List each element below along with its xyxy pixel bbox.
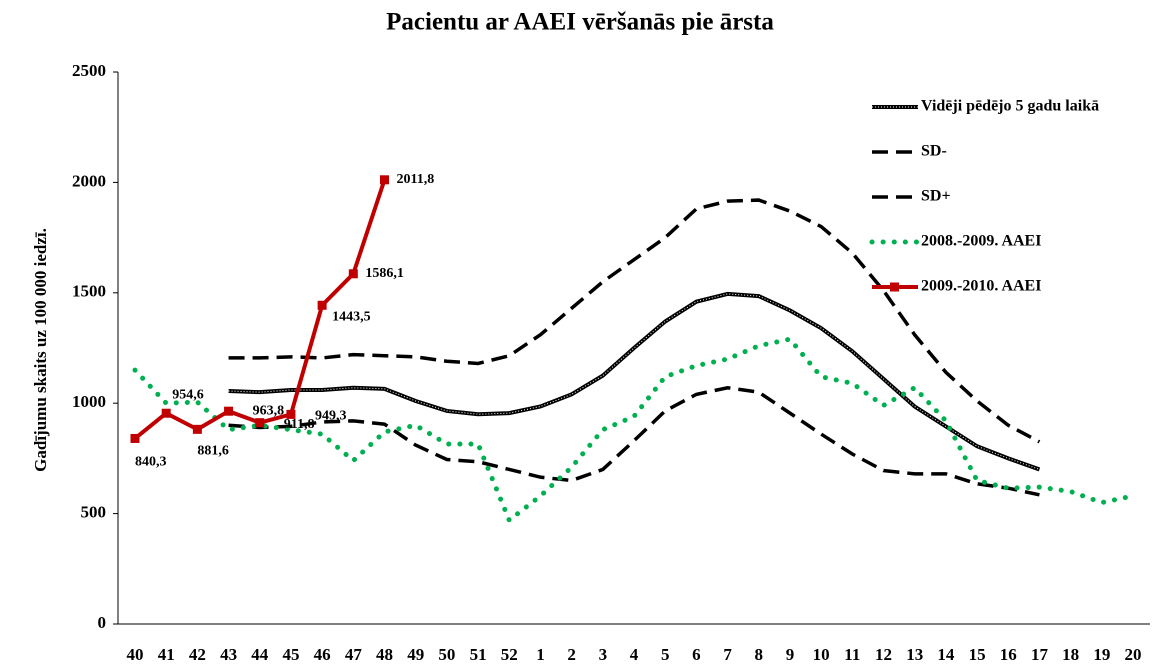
- x-tick-label: 40: [127, 645, 144, 664]
- y-tick-label: 500: [81, 503, 107, 522]
- x-tick-label: 45: [282, 645, 299, 664]
- point-marker: [161, 408, 171, 418]
- chart-title: Pacientu ar AAEI vēršanās pie ārsta: [386, 9, 774, 36]
- x-tick-label: 4: [630, 645, 639, 664]
- x-tick-label: 8: [755, 645, 764, 664]
- x-tick-label: 50: [438, 645, 455, 664]
- x-tick-label: 41: [158, 645, 175, 664]
- x-tick-label: 17: [1031, 645, 1049, 664]
- data-label: 1443,5: [332, 309, 371, 324]
- legend-label: SD+: [921, 188, 951, 205]
- x-tick-label: 19: [1093, 645, 1110, 664]
- x-tick-label: 16: [1000, 645, 1017, 664]
- x-tick-label: 46: [314, 645, 331, 664]
- data-label: 911,8: [284, 417, 315, 432]
- x-tick-label: 20: [1125, 645, 1142, 664]
- x-tick-label: 44: [251, 645, 269, 664]
- point-marker: [286, 409, 296, 419]
- point-marker: [317, 300, 327, 310]
- x-tick-label: 48: [376, 645, 393, 664]
- point-marker: [380, 175, 389, 185]
- y-axis-label: Gadījumu skaits uz 100 000 iedzī.: [31, 228, 50, 472]
- x-tick-label: 1: [536, 645, 545, 664]
- data-label: 1586,1: [365, 266, 404, 281]
- y-tick-label: 0: [98, 613, 107, 632]
- x-tick-label: 43: [220, 645, 237, 664]
- x-tick-label: 10: [813, 645, 830, 664]
- x-tick-label: 6: [692, 645, 701, 664]
- x-tick-label: 7: [723, 645, 732, 664]
- point-marker: [192, 424, 202, 434]
- series-line: [132, 336, 1136, 525]
- data-label: 954,6: [172, 387, 204, 402]
- legend-label: 2009.-2010. AAEI: [921, 278, 1041, 295]
- x-tick-label: 52: [501, 645, 518, 664]
- data-label: 949,3: [315, 409, 347, 424]
- x-tick-label: 5: [661, 645, 670, 664]
- point-marker: [130, 433, 140, 443]
- x-tick-label: 3: [599, 645, 608, 664]
- data-label: 840,3: [135, 455, 167, 470]
- y-tick-label: 2500: [72, 61, 106, 80]
- point-marker: [348, 269, 358, 279]
- x-tick-label: 47: [345, 645, 363, 664]
- y-tick-label: 1000: [72, 392, 106, 411]
- x-tick-label: 49: [407, 645, 424, 664]
- series-line: [228, 385, 1040, 497]
- data-label: 2011,8: [397, 172, 435, 187]
- y-tick-label: 1500: [72, 282, 106, 301]
- x-tick-label: 9: [786, 645, 795, 664]
- y-tick-label: 2000: [72, 171, 106, 190]
- point-marker: [224, 406, 234, 416]
- point-marker: [255, 418, 265, 428]
- x-tick-label: 12: [875, 645, 892, 664]
- x-tick-label: 13: [906, 645, 923, 664]
- legend-label: Vidēji pēdējo 5 gadu laikā: [921, 98, 1099, 115]
- x-tick-label: 18: [1062, 645, 1079, 664]
- x-tick-label: 11: [844, 645, 860, 664]
- x-tick-label: 42: [189, 645, 206, 664]
- data-label: 963,8: [253, 403, 285, 418]
- x-tick-label: 15: [969, 645, 986, 664]
- series-line: [228, 293, 1040, 470]
- data-label: 881,6: [197, 444, 229, 459]
- series-line: [228, 198, 1041, 444]
- legend-label: SD-: [921, 143, 947, 160]
- legend-marker: [890, 282, 899, 292]
- legend-label: 2008.-2009. AAEI: [921, 233, 1041, 250]
- x-tick-label: 2: [567, 645, 576, 664]
- x-tick-label: 51: [470, 645, 487, 664]
- x-tick-label: 14: [937, 645, 955, 664]
